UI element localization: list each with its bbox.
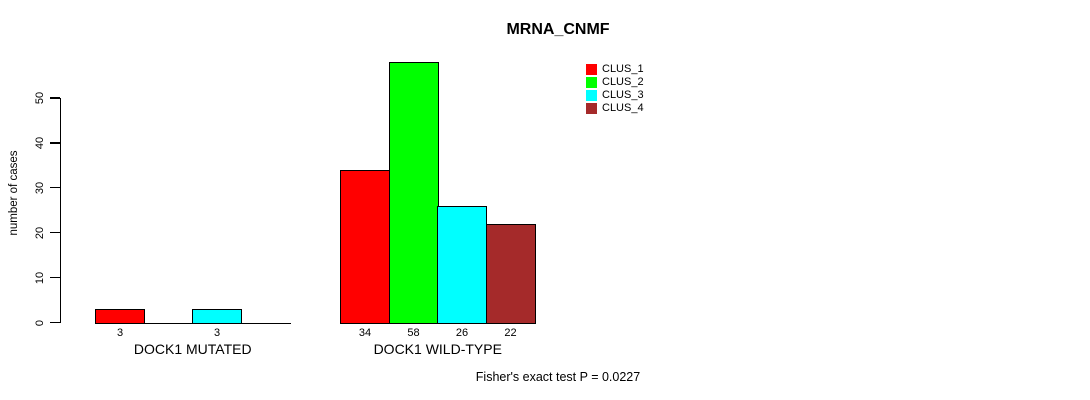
legend-label: CLUS_2 xyxy=(602,76,644,88)
y-tick xyxy=(50,321,60,324)
bar-value-label: 34 xyxy=(358,327,372,339)
group-label: DOCK1 WILD-TYPE xyxy=(373,341,502,357)
legend-swatch-clus_4 xyxy=(586,103,597,114)
legend-swatch-clus_2 xyxy=(586,77,597,88)
legend: CLUS_1 CLUS_2 CLUS_3 CLUS_4 xyxy=(586,63,644,115)
y-tick-label: 50 xyxy=(34,91,46,105)
bar-value-label: 58 xyxy=(407,327,420,339)
y-axis-label: number of cases xyxy=(8,150,20,236)
y-tick-label: 40 xyxy=(34,136,46,150)
chart-title: MRNA_CNMF xyxy=(506,21,610,38)
bar-clus_3 xyxy=(192,309,242,324)
bar-value-label: 22 xyxy=(504,327,517,339)
bar-value-label: 3 xyxy=(213,327,221,339)
bar-value-label: 3 xyxy=(116,327,124,339)
legend-swatch-clus_3 xyxy=(586,90,597,101)
bar-clus_1 xyxy=(340,169,390,324)
group-label: DOCK1 MUTATED xyxy=(133,341,252,357)
y-axis-line xyxy=(59,97,61,323)
y-tick-label: 0 xyxy=(34,319,46,326)
y-tick xyxy=(50,232,60,234)
y-tick-label: 10 xyxy=(34,271,46,284)
legend-swatch-clus_1 xyxy=(586,64,597,75)
bar-clus_3 xyxy=(437,205,487,324)
fisher-test-annotation: Fisher's exact test P = 0.0227 xyxy=(475,370,641,384)
legend-entry: CLUS_2 xyxy=(586,76,644,89)
legend-entry: CLUS_1 xyxy=(586,63,644,76)
bar-clus_1 xyxy=(95,309,145,324)
y-tick xyxy=(50,97,60,99)
y-tick xyxy=(50,142,60,144)
legend-label: CLUS_4 xyxy=(602,102,644,114)
bar-clus_4 xyxy=(485,223,536,324)
zero-bar-clus_4 xyxy=(240,322,291,324)
legend-label: CLUS_3 xyxy=(602,89,644,101)
zero-bar-clus_2 xyxy=(143,322,194,324)
legend-entry: CLUS_3 xyxy=(586,89,644,102)
bar-value-label: 26 xyxy=(455,327,469,339)
y-tick-label: 30 xyxy=(34,181,46,194)
bar-clus_2 xyxy=(388,62,439,324)
y-tick xyxy=(50,276,60,279)
y-tick-label: 20 xyxy=(34,226,46,239)
y-tick xyxy=(50,187,60,189)
legend-label: CLUS_1 xyxy=(602,63,644,75)
legend-entry: CLUS_4 xyxy=(586,102,644,115)
